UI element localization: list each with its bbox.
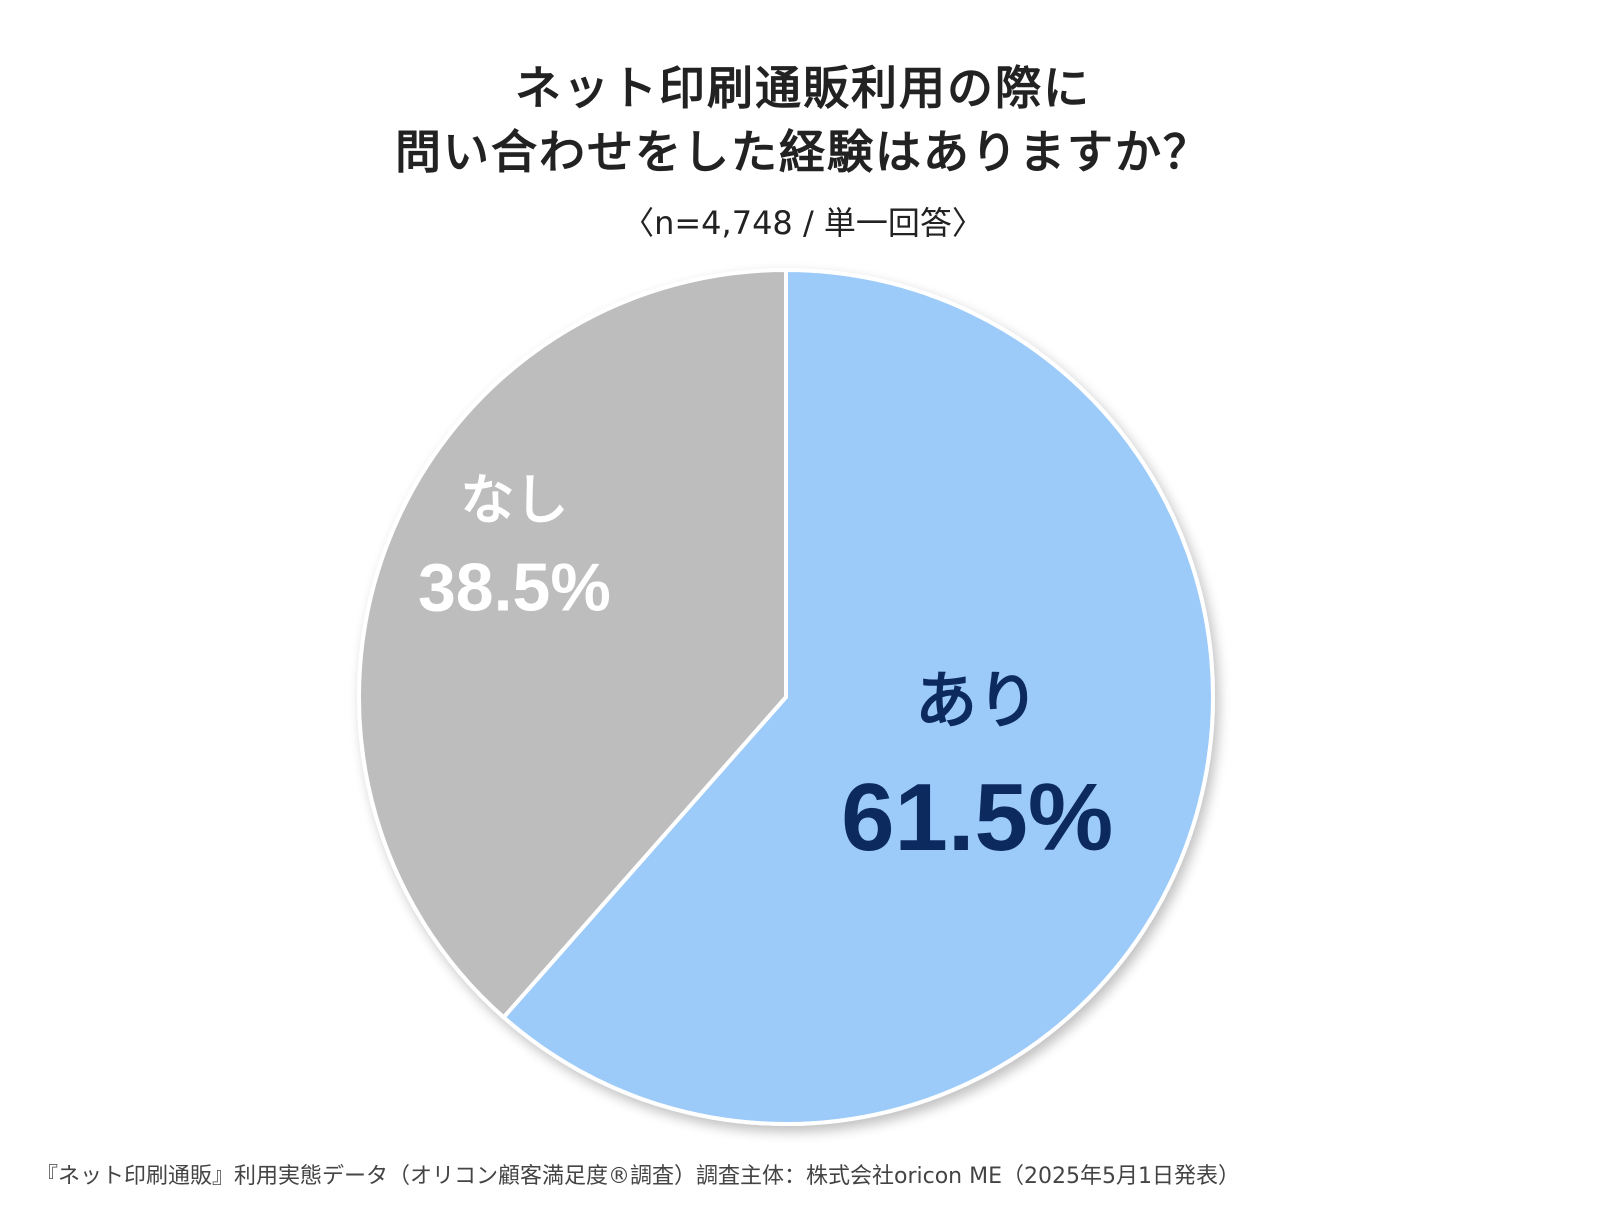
pie-slice-yes [500, 267, 1215, 1126]
source-note: 『ネット印刷通販』利用実態データ（オリコン顧客満足度®調査）調査主体：株式会社o… [36, 1164, 1240, 1189]
pie-slice-no [356, 267, 788, 1021]
slice-value-no: 38.5% [418, 549, 611, 625]
slice-label-yes: あり [915, 664, 1039, 737]
chart-title-line-2: 問い合わせをした経験はありますか？ [395, 125, 1211, 179]
slice-value-yes: 61.5% [841, 764, 1113, 871]
slice-label-no: なし [460, 468, 568, 531]
chart-title-line-1: ネット印刷通販利用の際に [515, 61, 1091, 115]
chart-subtitle: 〈n=4,748 / 単一回答〉 [622, 204, 984, 242]
